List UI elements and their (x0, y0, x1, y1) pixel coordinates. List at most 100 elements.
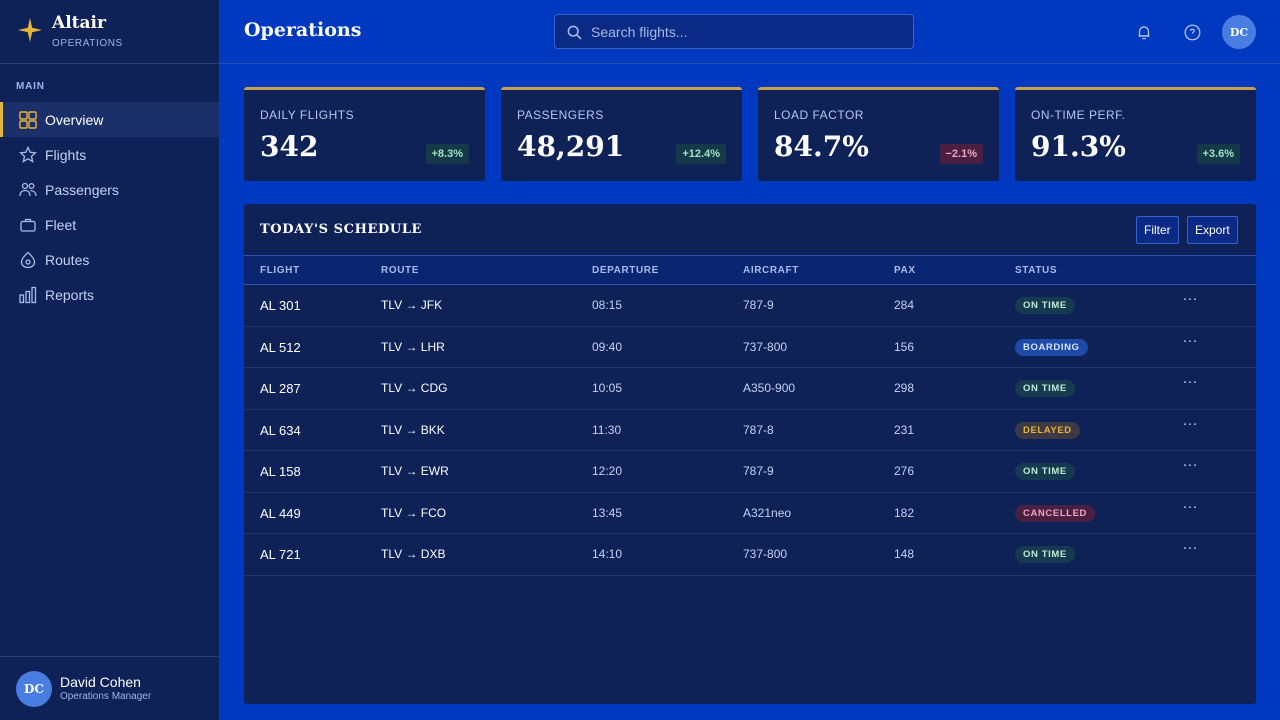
page-title: Operations (244, 19, 362, 41)
user-role: Operations Manager (60, 691, 152, 702)
sidebar-nav: Overview Flights Passengers (0, 102, 219, 312)
export-button[interactable]: Export (1187, 216, 1238, 244)
departure-cell: 08:15 (592, 298, 623, 312)
aircraft-cell: 737-800 (743, 547, 788, 561)
status-badge: BOARDING (1015, 338, 1088, 356)
table-row[interactable]: AL 158 TLV → EWR 12:20 787-9 276 ON TIME ··· (244, 451, 1256, 493)
sidebar-item-overview[interactable]: Overview (0, 102, 219, 137)
aircraft-cell: 787-9 (743, 464, 774, 478)
sidebar-item-label: Fleet (45, 216, 77, 233)
column-header-aircraft: AIRCRAFT (743, 265, 799, 276)
status-badge: ON TIME (1015, 380, 1075, 397)
more-options-icon[interactable]: ··· (1182, 290, 1198, 307)
kpi-value: 84.7% (774, 130, 869, 163)
pax-cell: 148 (894, 547, 915, 561)
table-row[interactable]: AL 449 TLV → FCO 13:45 A321neo 182 CANCELLED ·… (244, 493, 1256, 534)
top-header: Operations DC (220, 0, 1280, 64)
column-header-pax: PAX (894, 265, 916, 276)
kpi-value: 91.3% (1031, 130, 1126, 163)
more-options-icon[interactable]: ··· (1182, 331, 1198, 349)
table-row[interactable]: AL 634 TLV → BKK 11:30 787-8 231 DELAYED ··· (244, 410, 1256, 451)
table-body: AL 301 TLV → JFK 08:15 787-9 284 ON TIME ··· AL… (244, 285, 1256, 576)
kpi-value: 48,291 (517, 130, 625, 163)
table-row[interactable]: AL 721 TLV → DXB 14:10 737-800 148 ON TIME ··· (244, 534, 1256, 576)
avatar: DC (16, 671, 52, 707)
kpi-delta-badge: +3.6% (1196, 144, 1240, 164)
pax-cell: 182 (894, 505, 915, 520)
flight-cell: AL 301 (260, 298, 301, 313)
kpi-label: LOAD FACTOR (774, 108, 864, 122)
grid-icon (18, 110, 38, 130)
flight-cell: AL 512 (260, 339, 301, 355)
logo-star-icon (18, 18, 42, 42)
help-icon (1184, 24, 1200, 40)
sidebar-item-flights[interactable]: Flights (0, 137, 219, 172)
flight-cell: AL 287 (260, 381, 301, 396)
more-options-icon[interactable]: ··· (1182, 539, 1198, 556)
route-cell: TLV → EWR (381, 464, 449, 478)
sidebar-item-reports[interactable]: Reports (0, 277, 219, 312)
column-header-route: ROUTE (381, 265, 419, 276)
sidebar-item-label: Overview (45, 111, 104, 128)
schedule-header: TODAY'S SCHEDULE Filter Export (244, 204, 1256, 256)
sidebar-item-passengers[interactable]: Passengers (0, 172, 219, 207)
departure-cell: 14:10 (592, 547, 623, 561)
briefcase-icon (18, 215, 38, 235)
schedule-panel: TODAY'S SCHEDULE Filter Export FLIGHT RO… (244, 204, 1256, 704)
departure-cell: 12:20 (592, 464, 623, 478)
pax-cell: 231 (894, 422, 915, 437)
departure-cell: 09:40 (592, 339, 623, 354)
departure-cell: 11:30 (592, 422, 622, 437)
flight-cell: AL 634 (260, 422, 301, 438)
kpi-delta-badge: +12.4% (676, 144, 726, 164)
table-row[interactable]: AL 301 TLV → JFK 08:15 787-9 284 ON TIME ··· (244, 285, 1256, 327)
more-options-icon[interactable]: ··· (1182, 373, 1198, 390)
kpi-label: DAILY FLIGHTS (260, 108, 355, 122)
search-input[interactable] (591, 15, 901, 48)
status-badge: ON TIME (1015, 463, 1075, 480)
user-name: David Cohen (60, 674, 141, 690)
user-profile[interactable]: DC David Cohen Operations Manager (0, 656, 219, 720)
bar-chart-icon (18, 285, 38, 305)
notifications-button[interactable] (1134, 22, 1154, 42)
aircraft-cell: A350-900 (743, 381, 796, 395)
more-options-icon[interactable]: ··· (1182, 497, 1198, 515)
pax-cell: 284 (894, 298, 915, 312)
route-cell: TLV → BKK (381, 422, 445, 437)
bell-icon (1138, 25, 1150, 39)
brand-name: Altair (52, 13, 106, 33)
table-header: FLIGHT ROUTE DEPARTURE AIRCRAFT PAX STAT… (244, 256, 1256, 285)
kpi-card-daily-flights: DAILY FLIGHTS 342 +8.3% (244, 87, 485, 181)
search-box (554, 14, 914, 49)
more-options-icon[interactable]: ··· (1182, 414, 1198, 432)
kpi-card-on-time: ON-TIME PERF. 91.3% +3.6% (1015, 87, 1256, 181)
status-badge: ON TIME (1015, 546, 1075, 563)
route-cell: TLV → DXB (381, 547, 446, 561)
kpi-label: ON-TIME PERF. (1031, 108, 1126, 122)
brand: Altair OPERATIONS (0, 0, 219, 64)
kpi-label: PASSENGERS (517, 108, 604, 122)
sidebar-item-label: Passengers (45, 181, 119, 198)
flight-cell: AL 449 (260, 505, 301, 521)
schedule-title: TODAY'S SCHEDULE (260, 222, 423, 237)
pax-cell: 276 (894, 464, 915, 478)
nav-section-label: MAIN (16, 81, 45, 92)
sidebar-item-routes[interactable]: Routes (0, 242, 219, 277)
route-cell: TLV → FCO (381, 505, 447, 520)
status-badge: CANCELLED (1015, 504, 1095, 522)
header-avatar[interactable]: DC (1222, 15, 1256, 49)
kpi-delta-badge: −2.1% (939, 144, 983, 164)
filter-button[interactable]: Filter (1136, 216, 1179, 244)
kpi-card-passengers: PASSENGERS 48,291 +12.4% (501, 87, 742, 181)
table-row[interactable]: AL 287 TLV → CDG 10:05 A350-900 298 ON TIME ··… (244, 368, 1256, 410)
table-row[interactable]: AL 512 TLV → LHR 09:40 737-800 156 BOARDING ··… (244, 327, 1256, 368)
aircraft-cell: 787-9 (743, 298, 774, 312)
sidebar-item-label: Flights (45, 146, 87, 163)
more-options-icon[interactable]: ··· (1182, 456, 1198, 473)
sidebar-item-fleet[interactable]: Fleet (0, 207, 219, 242)
aircraft-cell: A321neo (743, 505, 792, 520)
sidebar-item-label: Routes (45, 251, 90, 268)
status-badge: DELAYED (1015, 421, 1080, 439)
help-button[interactable] (1182, 22, 1202, 42)
kpi-delta-badge: +8.3% (425, 144, 469, 164)
